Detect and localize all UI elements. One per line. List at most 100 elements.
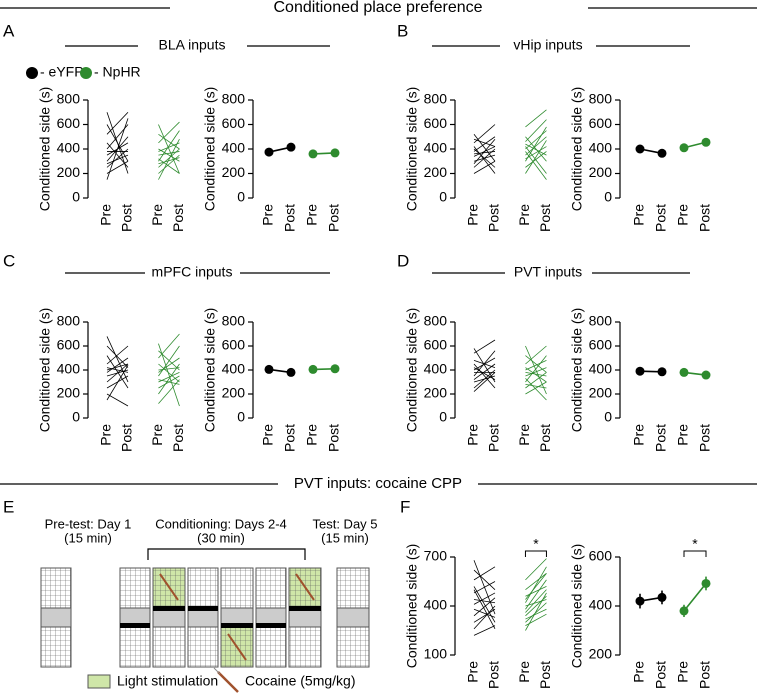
mean-point [679, 143, 689, 153]
subject-line [158, 130, 180, 162]
y-axis-label: Conditioned side (s) [404, 544, 420, 669]
legend-label: - NpHR [94, 64, 141, 80]
y-tick-label: 200 [57, 385, 81, 401]
y-tick-label: 800 [589, 91, 613, 107]
subject-line [473, 566, 496, 581]
mean-point [657, 148, 667, 158]
subject-line [473, 367, 496, 380]
subject-line [473, 339, 496, 354]
chamber [187, 626, 219, 668]
subject-line [473, 608, 496, 623]
mean-point [701, 578, 711, 588]
subject-line [106, 154, 129, 165]
x-tick-label: Post [119, 424, 135, 452]
x-tick-label: Pre [98, 204, 114, 226]
y-tick-label: 800 [589, 313, 613, 329]
chamber [40, 626, 72, 668]
y-tick-label: 200 [424, 164, 448, 180]
mean-point [657, 367, 667, 377]
subject-line [525, 119, 547, 142]
subject-line [106, 363, 129, 383]
subject-line [525, 608, 547, 620]
y-tick-label: 0 [72, 409, 80, 425]
legend-swatch [26, 67, 38, 79]
panel-heading: PVT inputs [514, 264, 582, 280]
y-tick-label: 200 [589, 164, 613, 180]
y-axis-label: Conditioned side (s) [404, 308, 420, 433]
x-tick-label: Post [170, 204, 186, 232]
subject-line [473, 369, 496, 389]
subject-line [525, 136, 547, 156]
y-tick-label: 400 [589, 140, 613, 156]
y-tick-label: 100 [424, 646, 448, 662]
subject-line [473, 138, 496, 164]
panel-heading: vHip inputs [513, 37, 582, 53]
subject-line [473, 581, 496, 594]
subject-line [106, 148, 129, 168]
x-tick-label: Pre [631, 204, 647, 226]
x-tick-label: Pre [98, 424, 114, 446]
chamber [336, 607, 370, 628]
chamber [220, 567, 254, 609]
chamber [336, 567, 370, 609]
syringe-icon [217, 671, 239, 693]
legend-label: - eYFP [40, 64, 84, 80]
y-tick-label: 800 [222, 91, 246, 107]
x-tick-label: Post [653, 204, 669, 232]
subject-line [158, 343, 180, 407]
subject-line [106, 118, 129, 180]
significance-bracket [524, 550, 547, 557]
x-tick-label: Post [326, 424, 342, 452]
subject-line [106, 345, 129, 365]
subject-line [473, 608, 496, 618]
chamber [40, 567, 72, 609]
subject-line [473, 348, 496, 383]
mean-point [657, 592, 667, 602]
subject-line [525, 355, 547, 383]
x-tick-label: Pre [516, 661, 532, 683]
subject-line [525, 573, 547, 600]
subject-line [525, 146, 547, 174]
subject-line [473, 625, 496, 636]
y-tick-label: 800 [57, 313, 81, 329]
syringe [227, 633, 247, 661]
mean-line [683, 582, 707, 612]
x-tick-label: Pre [465, 204, 481, 226]
charts: 0 200 400 600 800 Conditioned side (s) Pre Post… [37, 87, 713, 689]
mean-point [330, 148, 340, 158]
y-tick-label: 400 [424, 597, 448, 613]
subject-line [158, 124, 180, 174]
subject-line [106, 111, 129, 135]
subject-line [525, 345, 547, 365]
subject-line [106, 336, 129, 383]
chamber [255, 567, 287, 609]
subject-line [525, 372, 547, 377]
x-tick-label: Pre [675, 661, 691, 683]
y-tick-label: 600 [589, 115, 613, 131]
chamber [336, 626, 370, 668]
subject-line [106, 357, 129, 373]
panel-heading: mPFC inputs [152, 264, 233, 280]
x-tick-label: Pre [516, 204, 532, 226]
x-tick-label: Pre [260, 424, 276, 446]
subject-line [158, 333, 180, 359]
subject-line [473, 138, 496, 147]
y-axis-label: Conditioned side (s) [569, 544, 585, 669]
x-tick-label: Post [537, 204, 553, 232]
subject-line [158, 148, 180, 162]
subject-line [158, 121, 180, 144]
mean-point [264, 147, 274, 157]
door [256, 623, 286, 628]
y-axis-label: Conditioned side (s) [202, 308, 218, 433]
subject-line [158, 154, 180, 174]
y-tick-label: 600 [589, 548, 613, 564]
subject-line [473, 372, 496, 392]
legend-swatch [80, 67, 92, 79]
y-tick-label: 200 [589, 385, 613, 401]
y-tick-label: 400 [57, 361, 81, 377]
mean-point [701, 370, 711, 380]
subject-line [525, 381, 547, 395]
y-tick-label: 200 [424, 385, 448, 401]
schematic-label: (15 min) [64, 530, 112, 545]
